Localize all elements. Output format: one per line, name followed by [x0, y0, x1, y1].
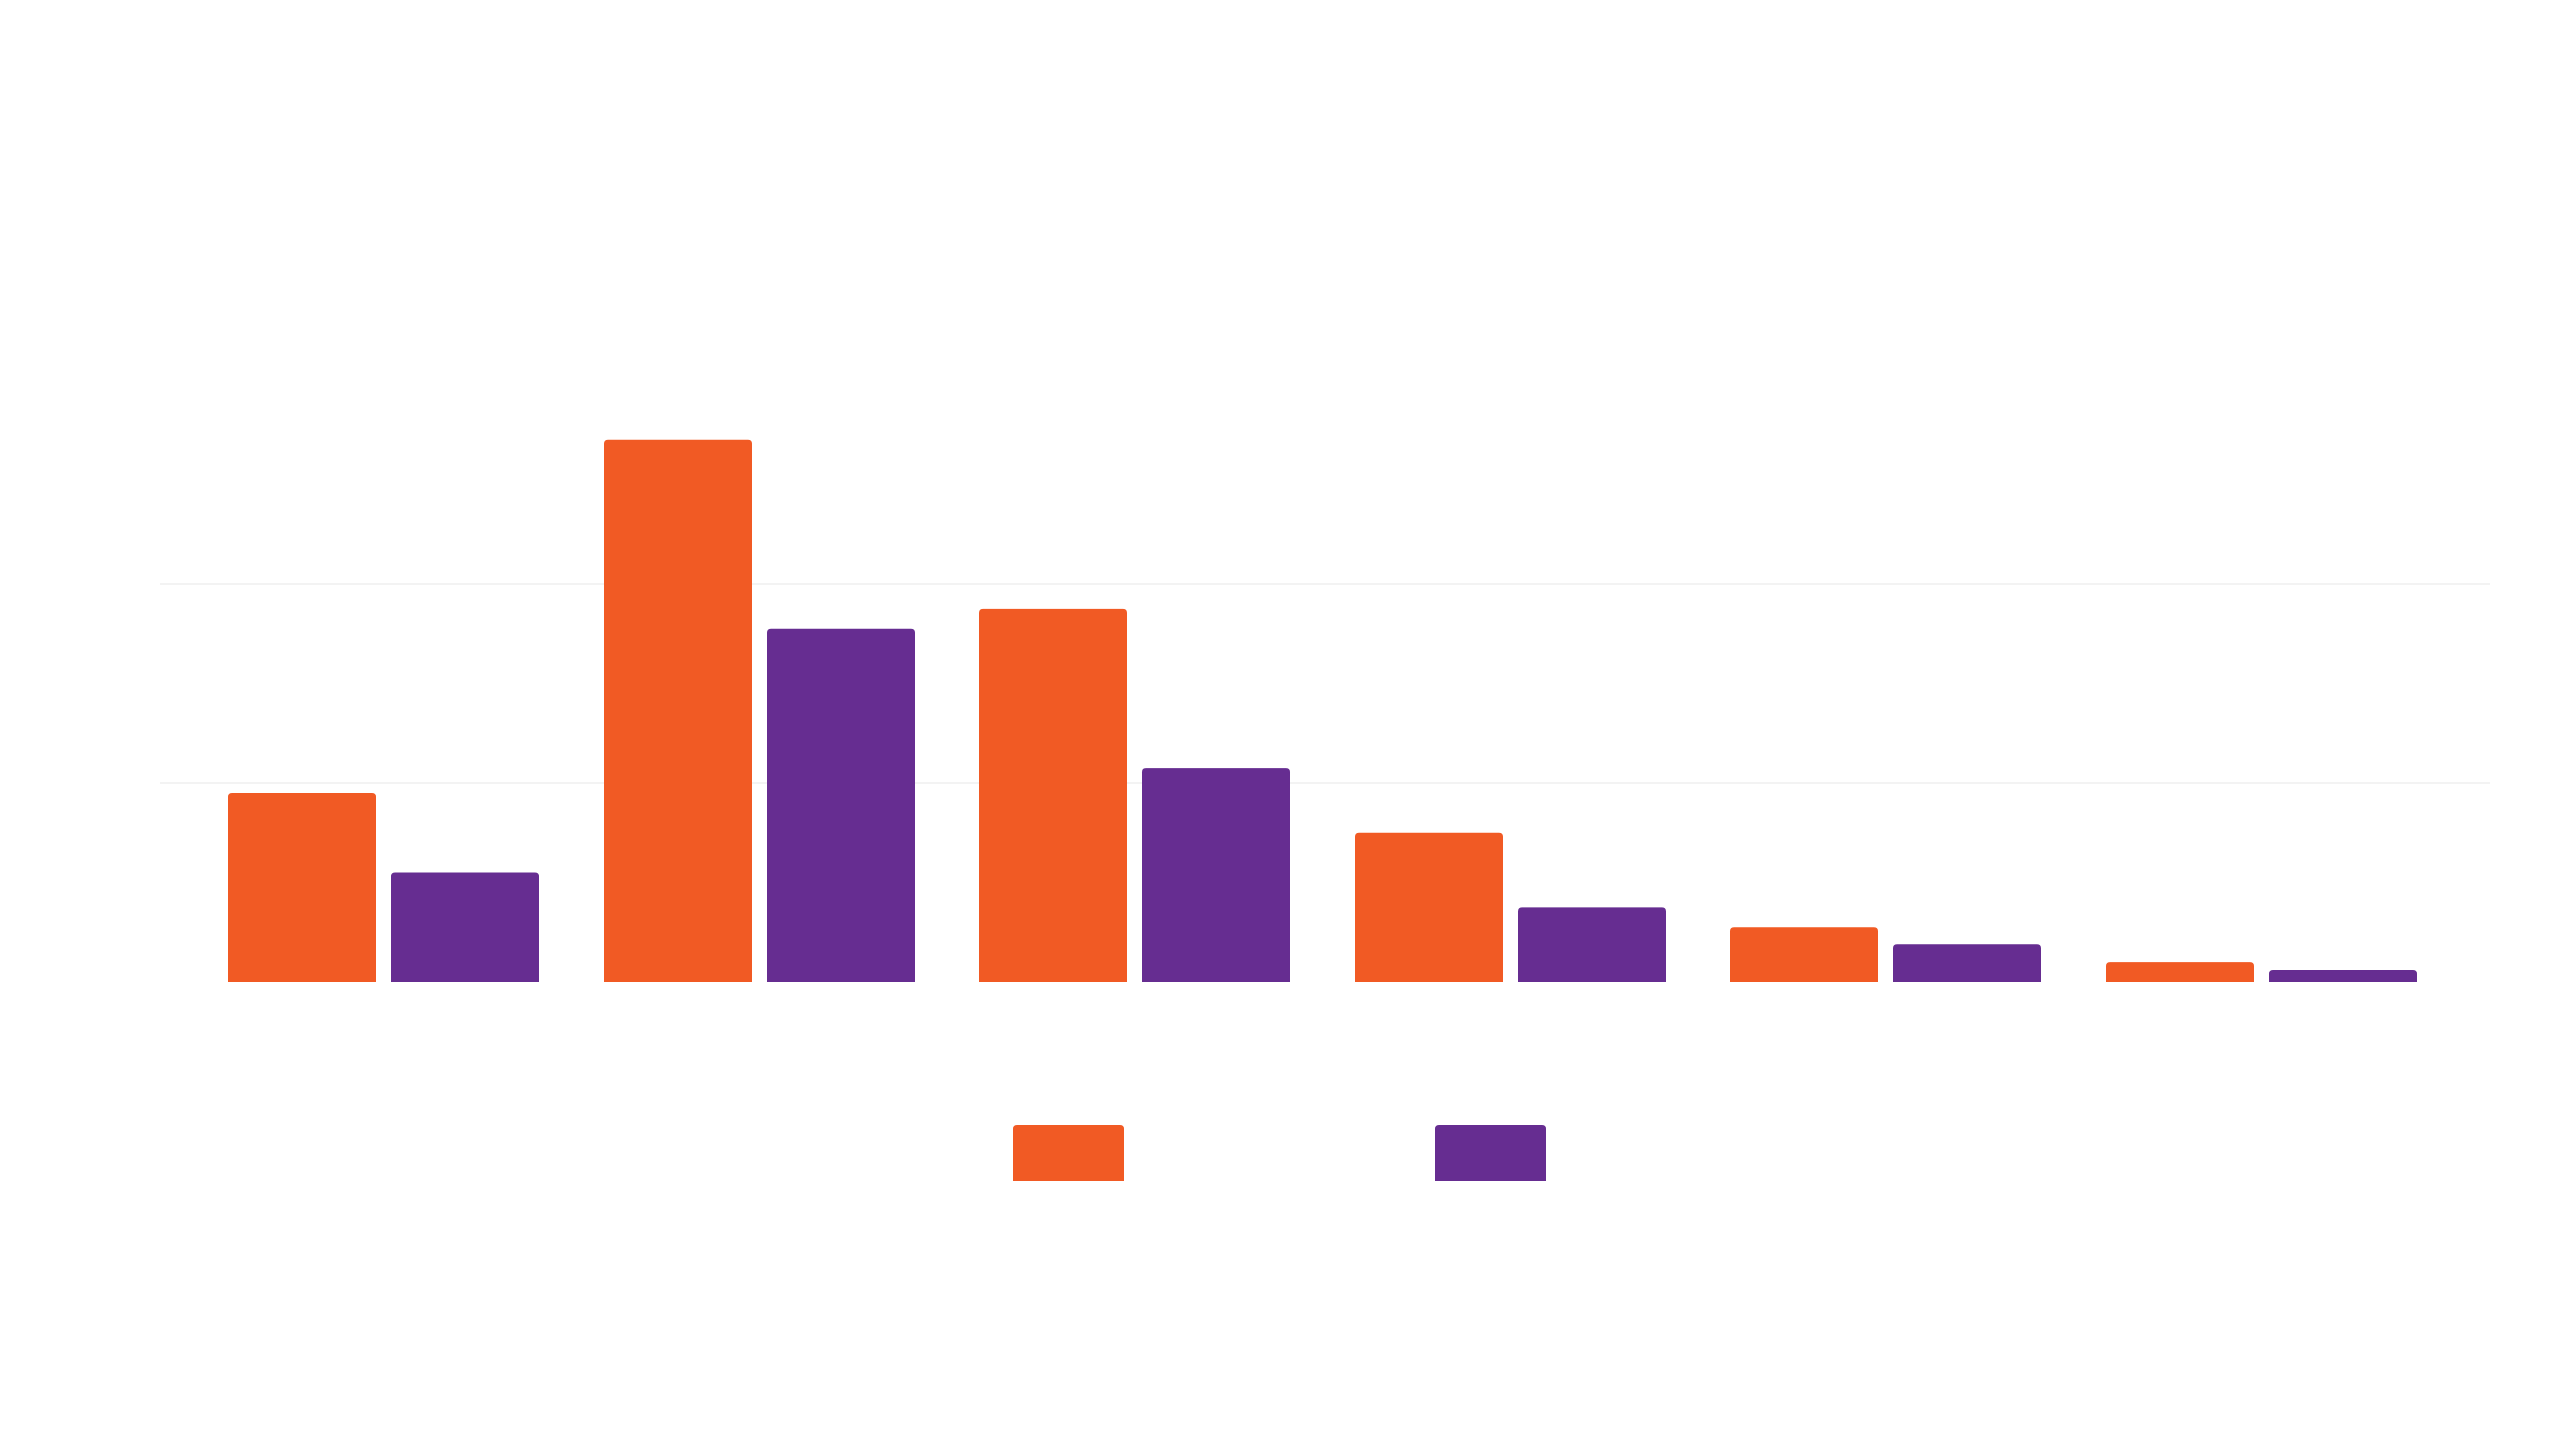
bar-series1-cat5 [1730, 927, 1878, 982]
bar-series2-cat5 [1893, 944, 2041, 982]
bar-series2-cat3 [1142, 768, 1290, 982]
legend [1013, 1125, 1546, 1181]
legend-swatch-1 [1013, 1125, 1124, 1181]
bar-series2-cat1 [391, 872, 539, 982]
bar-series2-cat2 [767, 628, 915, 982]
bar-series2-cat6 [2269, 970, 2417, 982]
bar-series2-cat4 [1518, 907, 1666, 982]
legend-swatch-2 [1435, 1125, 1546, 1181]
bar-series1-cat4 [1355, 832, 1503, 982]
gridlines [160, 583, 2490, 784]
bars [228, 439, 2417, 983]
bar-series1-cat3 [979, 608, 1127, 982]
bar-series1-cat6 [2106, 962, 2254, 982]
bar-series1-cat1 [228, 792, 376, 982]
bar-series1-cat2 [604, 439, 752, 983]
